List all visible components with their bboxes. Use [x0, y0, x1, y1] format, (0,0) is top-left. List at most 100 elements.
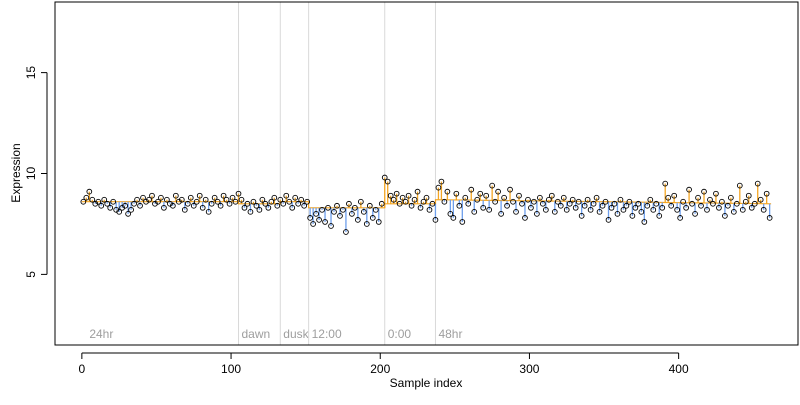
data-point [369, 215, 376, 221]
data-point [719, 198, 725, 205]
data-point [471, 208, 478, 215]
data-point [474, 196, 481, 203]
data-point [134, 196, 140, 203]
data-point [131, 200, 137, 207]
data-point [626, 198, 633, 205]
data-point [748, 204, 755, 211]
data-point [247, 208, 254, 215]
data-point [725, 202, 731, 209]
data-point [644, 202, 651, 209]
data-point [566, 200, 573, 207]
data-point [229, 194, 236, 201]
data-point [701, 188, 707, 195]
data-point [417, 204, 424, 211]
data-point [692, 211, 698, 217]
data-point [313, 211, 319, 217]
data-point [495, 188, 501, 195]
data-point [432, 217, 439, 223]
data-point [307, 215, 313, 221]
data-point [381, 174, 388, 181]
data-point [220, 192, 227, 199]
data-point [214, 198, 221, 205]
data-point [543, 206, 549, 213]
data-point [346, 200, 352, 207]
data-point [656, 213, 663, 219]
data-point [671, 192, 678, 199]
data-point [611, 200, 618, 207]
data-point [605, 217, 612, 223]
data-point [325, 204, 331, 211]
data-point [477, 190, 484, 197]
data-point [531, 198, 537, 205]
x-tick-label: 100 [221, 362, 241, 376]
data-point [349, 211, 355, 217]
data-point [238, 196, 245, 203]
data-point [554, 198, 561, 205]
y-tick-label: 5 [24, 271, 38, 278]
data-point [86, 188, 93, 195]
x-axis-label: Sample index [390, 376, 463, 390]
data-point [751, 200, 758, 207]
data-point [444, 188, 451, 195]
data-point [355, 217, 361, 223]
event-marker-label: 0:00 [388, 327, 412, 341]
data-point [581, 202, 588, 209]
data-point [331, 208, 337, 215]
data-point [170, 202, 176, 209]
data-point [453, 190, 460, 197]
data-point [80, 198, 87, 205]
data-point [635, 200, 642, 207]
event-marker-label: 48hr [438, 327, 462, 341]
data-point [181, 206, 188, 213]
data-point [528, 204, 534, 211]
data-point [250, 198, 257, 205]
data-point [507, 186, 513, 193]
data-point [140, 194, 146, 201]
data-point [423, 194, 430, 201]
data-point [95, 198, 102, 205]
data-point [486, 206, 493, 213]
data-point [363, 221, 370, 227]
data-point [340, 206, 346, 213]
data-point [760, 206, 767, 213]
baseline-step-line [81, 199, 772, 209]
data-point [244, 200, 251, 207]
data-point [196, 192, 203, 199]
data-point [211, 194, 218, 201]
data-point [286, 198, 293, 205]
data-point [298, 196, 305, 203]
data-point [301, 202, 308, 209]
data-point [668, 202, 675, 209]
data-point [698, 202, 704, 209]
data-point [480, 204, 487, 211]
x-tick-label: 200 [370, 362, 390, 376]
data-point [310, 221, 316, 227]
x-tick-label: 300 [519, 362, 539, 376]
data-point [707, 196, 713, 203]
data-point [563, 206, 570, 213]
data-point [104, 200, 111, 207]
event-marker-label: dusk [283, 327, 309, 341]
data-point [638, 208, 645, 215]
data-point [596, 208, 603, 215]
data-point [190, 202, 197, 209]
data-point [730, 208, 737, 215]
data-point [647, 196, 654, 203]
data-point [519, 200, 525, 207]
data-point [280, 200, 287, 207]
data-point [399, 194, 406, 201]
data-point [387, 192, 394, 199]
data-point [411, 196, 418, 203]
data-point [226, 200, 233, 207]
data-point [390, 196, 397, 203]
data-point [372, 206, 379, 213]
data-point [593, 194, 600, 201]
data-point [414, 188, 421, 195]
data-point [483, 192, 490, 199]
data-point [375, 219, 382, 225]
data-point [420, 198, 427, 205]
data-point [575, 198, 582, 205]
data-point [537, 194, 543, 201]
data-point [366, 202, 373, 209]
